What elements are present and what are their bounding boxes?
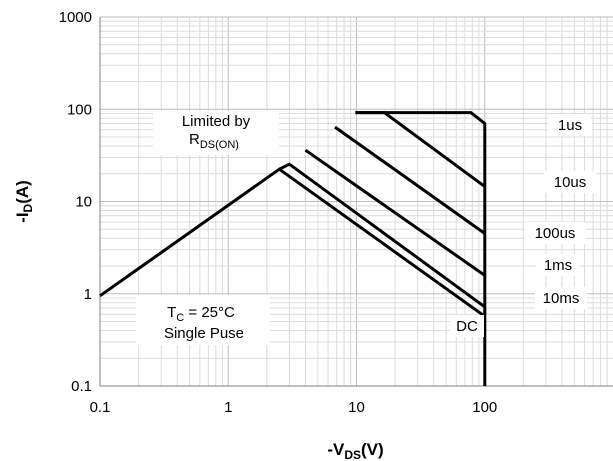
tick-labels: 0.1 1 10 100 0.1 1 10 100 1000 -VDS(V) -ID(A) (13, 9, 497, 461)
x-tick-label: 10 (348, 399, 365, 416)
series-label-bg (544, 171, 596, 193)
annotation-bg (136, 295, 270, 345)
series-label: 1ms (544, 257, 572, 274)
annotation-limited-by: Limited by (182, 113, 251, 130)
y-tick-label: 1000 (59, 9, 92, 26)
series-label: 10us (554, 174, 587, 191)
x-tick-label: 1 (224, 399, 232, 416)
axes (99, 17, 613, 387)
y-tick-label: 100 (67, 101, 92, 118)
series-line-1us (355, 111, 487, 386)
series-lines (99, 111, 487, 386)
series-label-bg (524, 222, 586, 244)
x-tick-label: 0.1 (90, 399, 111, 416)
series-label: 100us (535, 225, 576, 242)
annotation-rdson: RDS(ON) (189, 131, 239, 151)
series-label: 1us (558, 117, 582, 134)
y-tick-label: 0.1 (71, 378, 92, 395)
series-label-bg (548, 114, 592, 136)
annotation-tc: TC = 25°C (167, 304, 235, 324)
series-line-100us (334, 125, 486, 235)
series-label-bg (535, 287, 587, 309)
series-line-10ms (278, 162, 486, 309)
y-axis-title: -ID(A) (13, 180, 35, 223)
y-tick-label: 1 (84, 286, 92, 303)
series-label: DC (456, 318, 478, 335)
series-label: 10ms (543, 290, 580, 307)
series-line-1ms (304, 148, 486, 277)
series-label-bg (450, 315, 484, 337)
annotation-bg (153, 111, 279, 155)
series-label-bg (536, 254, 580, 276)
y-tick-label: 10 (75, 194, 92, 211)
annotation-single-puse: Single Puse (164, 325, 244, 342)
x-tick-label: 100 (472, 399, 497, 416)
x-axis-title: -VDS(V) (327, 440, 383, 461)
